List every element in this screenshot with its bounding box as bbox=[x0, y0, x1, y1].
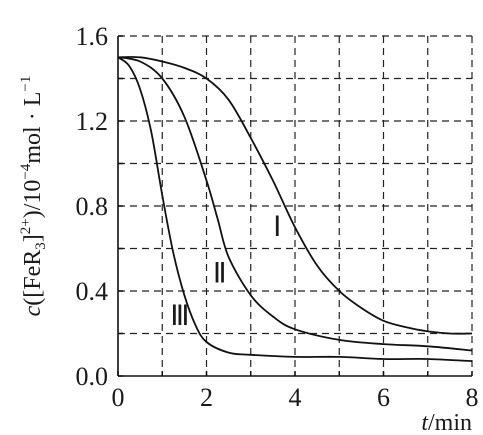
x-axis-label-variable: t bbox=[421, 410, 429, 435]
y-label-exp: −4 bbox=[18, 163, 34, 179]
chart-grid bbox=[118, 35, 473, 376]
x-tick-label: 8 bbox=[466, 383, 479, 412]
curve-label: Ⅰ bbox=[273, 212, 281, 243]
series-curve bbox=[117, 56, 473, 362]
y-tick-label: 0.8 bbox=[76, 192, 109, 221]
series-curve bbox=[117, 56, 473, 335]
y-label-sub: 3 bbox=[33, 242, 49, 250]
y-axis-label: c([FeR3]2+)/10−4mol · L−1 bbox=[18, 76, 49, 317]
y-label-sup: 2+ bbox=[18, 218, 34, 234]
y-tick-label: 1.6 bbox=[76, 22, 109, 51]
chart-tick-labels: 0 2 4 6 8 0.0 0.4 0.8 1.2 1.6 bbox=[76, 22, 479, 412]
y-label-after: )/10 bbox=[20, 180, 46, 219]
chart-series bbox=[117, 56, 473, 362]
y-label-close: ] bbox=[20, 234, 46, 242]
y-label-c: c bbox=[20, 305, 46, 316]
x-axis-label: t/min bbox=[421, 410, 472, 435]
curve-label: Ⅱ bbox=[213, 259, 227, 290]
y-tick-label: 1.2 bbox=[76, 107, 109, 136]
y-tick-label: 0.0 bbox=[76, 362, 109, 391]
x-tick-label: 0 bbox=[112, 383, 125, 412]
curve-label: Ⅲ bbox=[170, 301, 189, 332]
y-label-open: ([FeR bbox=[20, 250, 46, 306]
chart-axes bbox=[117, 35, 473, 377]
x-axis-label-unit: /min bbox=[428, 410, 472, 435]
y-label-unit-exp: −1 bbox=[18, 76, 34, 92]
x-tick-label: 4 bbox=[289, 383, 302, 412]
x-tick-label: 2 bbox=[200, 383, 213, 412]
series-curve bbox=[117, 56, 473, 352]
y-label-unit: mol · L bbox=[20, 92, 46, 164]
x-tick-label: 6 bbox=[377, 383, 390, 412]
y-tick-label: 0.4 bbox=[76, 277, 109, 306]
